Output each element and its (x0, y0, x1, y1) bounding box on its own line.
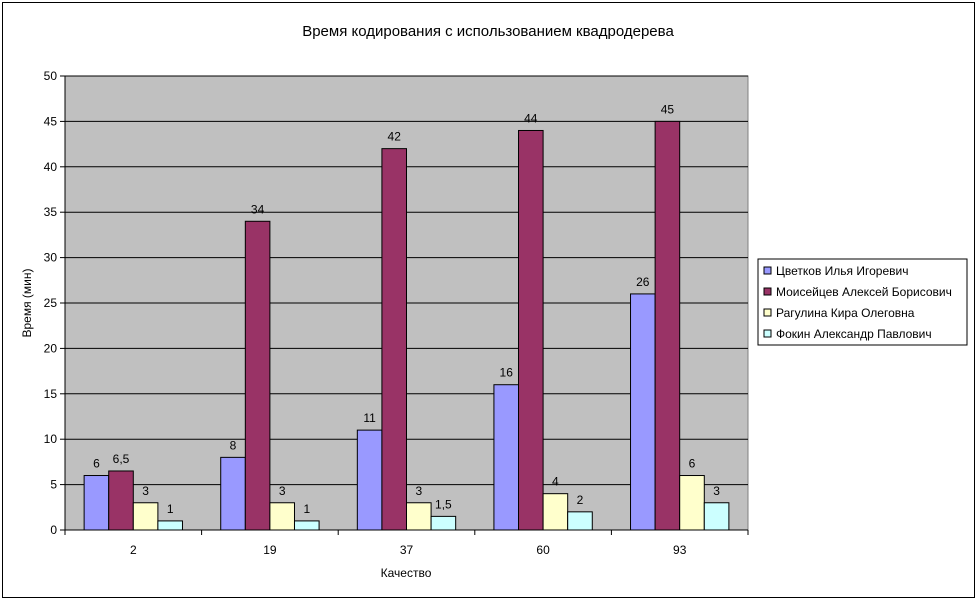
bar (430, 515, 457, 531)
bar (108, 470, 134, 531)
y-tick-label: 30 (44, 251, 58, 265)
data-label: 3 (142, 484, 149, 498)
bar (220, 456, 246, 531)
bar (83, 475, 110, 531)
y-tick-label: 10 (44, 432, 58, 446)
bar (542, 493, 569, 531)
data-label: 11 (363, 411, 376, 425)
legend-entry: Рагулина Кира Олеговна (776, 306, 915, 320)
legend-entry: Моисейцев Алексей Борисович (776, 285, 952, 299)
data-label: 4 (552, 475, 559, 489)
data-label: 16 (500, 366, 514, 380)
bar (654, 120, 681, 531)
bar (244, 220, 271, 531)
y-tick-label: 50 (44, 69, 58, 83)
bar (703, 502, 730, 531)
bar (381, 148, 407, 531)
bar (518, 129, 544, 531)
bar (269, 502, 295, 531)
data-label: 8 (230, 438, 237, 452)
y-axis-label: Время (мин) (20, 268, 34, 337)
legend-swatch (763, 308, 772, 317)
data-label: 3 (415, 484, 422, 498)
data-label: 3 (279, 484, 286, 498)
y-tick-label: 40 (44, 160, 58, 174)
y-tick-label: 20 (44, 341, 58, 355)
bar (356, 429, 383, 531)
legend-swatch (763, 266, 772, 275)
legend-swatch (763, 287, 772, 296)
bar (293, 520, 320, 531)
x-tick-label: 2 (130, 543, 137, 557)
legend-entry: Цветков Илья Игоревич (776, 264, 908, 278)
y-tick-label: 25 (44, 296, 58, 310)
y-tick-label: 15 (44, 387, 58, 401)
y-tick-label: 0 (50, 523, 57, 537)
y-tick-label: 35 (44, 205, 58, 219)
legend-swatch (763, 329, 772, 338)
bar (567, 511, 593, 531)
y-tick-label: 5 (50, 478, 57, 492)
x-axis-ticks: 2 19 37 60 93 (64, 530, 749, 557)
data-label: 2 (577, 493, 584, 507)
legend-entry: Фокин Александр Павлович (776, 327, 932, 341)
data-label: 44 (524, 111, 538, 125)
data-label: 1,5 (435, 497, 452, 511)
bar (493, 384, 520, 531)
x-axis-label: Качество (381, 566, 432, 580)
data-label: 6 (689, 457, 696, 471)
data-label: 26 (636, 275, 650, 289)
x-tick-label: 37 (400, 543, 414, 557)
data-label: 45 (661, 102, 675, 116)
data-label: 6 (93, 457, 100, 471)
bar (679, 475, 705, 531)
y-axis-ticks: 0 5 10 15 20 25 30 35 40 45 50 (44, 69, 65, 537)
bar (406, 502, 432, 531)
data-label: 34 (251, 202, 265, 216)
legend: Цветков Илья Игоревич Моисейцев Алексей Б… (757, 258, 968, 346)
bar (132, 502, 159, 531)
data-label: 3 (713, 484, 720, 498)
bar (630, 293, 656, 531)
data-label: 1 (303, 502, 310, 516)
data-label: 1 (167, 502, 174, 516)
x-tick-label: 60 (536, 543, 550, 557)
y-tick-label: 45 (44, 114, 58, 128)
x-tick-label: 19 (263, 543, 277, 557)
chart-title: Время кодирования с использованием квадр… (302, 23, 674, 40)
x-tick-label: 93 (673, 543, 687, 557)
bar (157, 520, 183, 531)
data-label: 6,5 (113, 452, 130, 466)
legend-box (757, 258, 968, 346)
data-label: 42 (388, 130, 402, 144)
